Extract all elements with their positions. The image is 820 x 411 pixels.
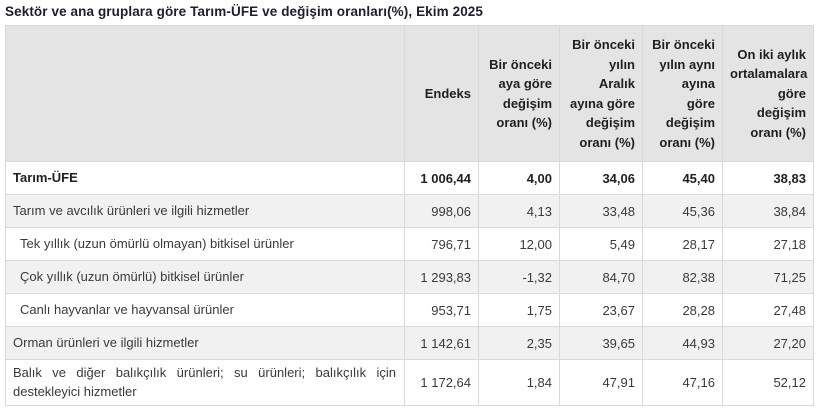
value-cell: 1 293,83	[404, 260, 479, 294]
page-title: Sektör ve ana gruplara göre Tarım-ÜFE ve…	[5, 4, 484, 19]
category-cell: Tarım-ÜFE	[5, 161, 405, 195]
value-cell: 27,18	[722, 227, 814, 261]
value-cell: 23,67	[559, 293, 643, 327]
table-row: Canlı hayvanlar ve hayvansal ürünler 953,…	[5, 293, 814, 327]
value-cell: 38,84	[722, 194, 814, 228]
value-cell: 39,65	[559, 326, 643, 360]
value-cell: 45,40	[642, 161, 723, 195]
value-cell: 28,28	[642, 293, 723, 327]
value-cell: 796,71	[404, 227, 479, 261]
page: Sektör ve ana gruplara göre Tarım-ÜFE ve…	[0, 4, 820, 406]
value-cell: 27,48	[722, 293, 814, 327]
value-cell: 1,84	[478, 359, 560, 406]
category-cell: Orman ürünleri ve ilgili hizmetler	[5, 326, 405, 360]
value-cell: 84,70	[559, 260, 643, 294]
table-body: Tarım-ÜFE 1 006,44 4,00 34,06 45,40 38,83 Tarı…	[5, 161, 814, 406]
category-cell: Balık ve diğer balıkçılık ürünleri; su ü…	[5, 359, 405, 406]
value-cell: 1,75	[478, 293, 560, 327]
value-cell: 4,13	[478, 194, 560, 228]
table-row: Balık ve diğer balıkçılık ürünleri; su ü…	[5, 359, 814, 406]
table-header: Endeks Bir önceki aya göre değişim oranı …	[5, 25, 814, 162]
value-cell: 44,93	[642, 326, 723, 360]
value-cell: 12,00	[478, 227, 560, 261]
value-cell: 45,36	[642, 194, 723, 228]
table-row: Tek yıllık (uzun ömürlü olmayan) bitkise…	[5, 227, 814, 261]
category-cell: Tarım ve avcılık ürünleri ve ilgili hizm…	[5, 194, 405, 228]
category-cell: Canlı hayvanlar ve hayvansal ürünler	[5, 293, 405, 327]
category-cell: Tek yıllık (uzun ömürlü olmayan) bitkise…	[5, 227, 405, 261]
value-cell: 38,83	[722, 161, 814, 195]
header-row: Endeks Bir önceki aya göre değişim oranı …	[5, 25, 814, 162]
column-header: Endeks	[404, 25, 479, 162]
table-row: Orman ürünleri ve ilgili hizmetler 1 142,…	[5, 326, 814, 360]
column-header: On iki aylık ortalamalara göre değişim o…	[722, 25, 814, 162]
value-cell: 71,25	[722, 260, 814, 294]
value-cell: 1 172,64	[404, 359, 479, 406]
table-row: Tarım ve avcılık ürünleri ve ilgili hizm…	[5, 194, 814, 228]
value-cell: 1 142,61	[404, 326, 479, 360]
value-cell: 998,06	[404, 194, 479, 228]
value-cell: 4,00	[478, 161, 560, 195]
value-cell: 2,35	[478, 326, 560, 360]
corner-cell	[5, 25, 405, 162]
tarim-ufe-table: Endeks Bir önceki aya göre değişim oranı …	[5, 25, 814, 406]
column-header: Bir önceki yılın aynı ayına göre değişim…	[642, 25, 723, 162]
category-cell: Çok yıllık (uzun ömürlü) bitkisel ürünle…	[5, 260, 405, 294]
value-cell: 52,12	[722, 359, 814, 406]
value-cell: 27,20	[722, 326, 814, 360]
value-cell: 28,17	[642, 227, 723, 261]
value-cell: 47,91	[559, 359, 643, 406]
table-row: Çok yıllık (uzun ömürlü) bitkisel ürünle…	[5, 260, 814, 294]
value-cell: 33,48	[559, 194, 643, 228]
value-cell: -1,32	[478, 260, 560, 294]
value-cell: 34,06	[559, 161, 643, 195]
value-cell: 47,16	[642, 359, 723, 406]
value-cell: 82,38	[642, 260, 723, 294]
value-cell: 953,71	[404, 293, 479, 327]
value-cell: 1 006,44	[404, 161, 479, 195]
column-header: Bir önceki aya göre değişim oranı (%)	[478, 25, 560, 162]
column-header: Bir önceki yılın Aralık ayına göre değiş…	[559, 25, 643, 162]
value-cell: 5,49	[559, 227, 643, 261]
table-row: Tarım-ÜFE 1 006,44 4,00 34,06 45,40 38,83	[5, 161, 814, 195]
